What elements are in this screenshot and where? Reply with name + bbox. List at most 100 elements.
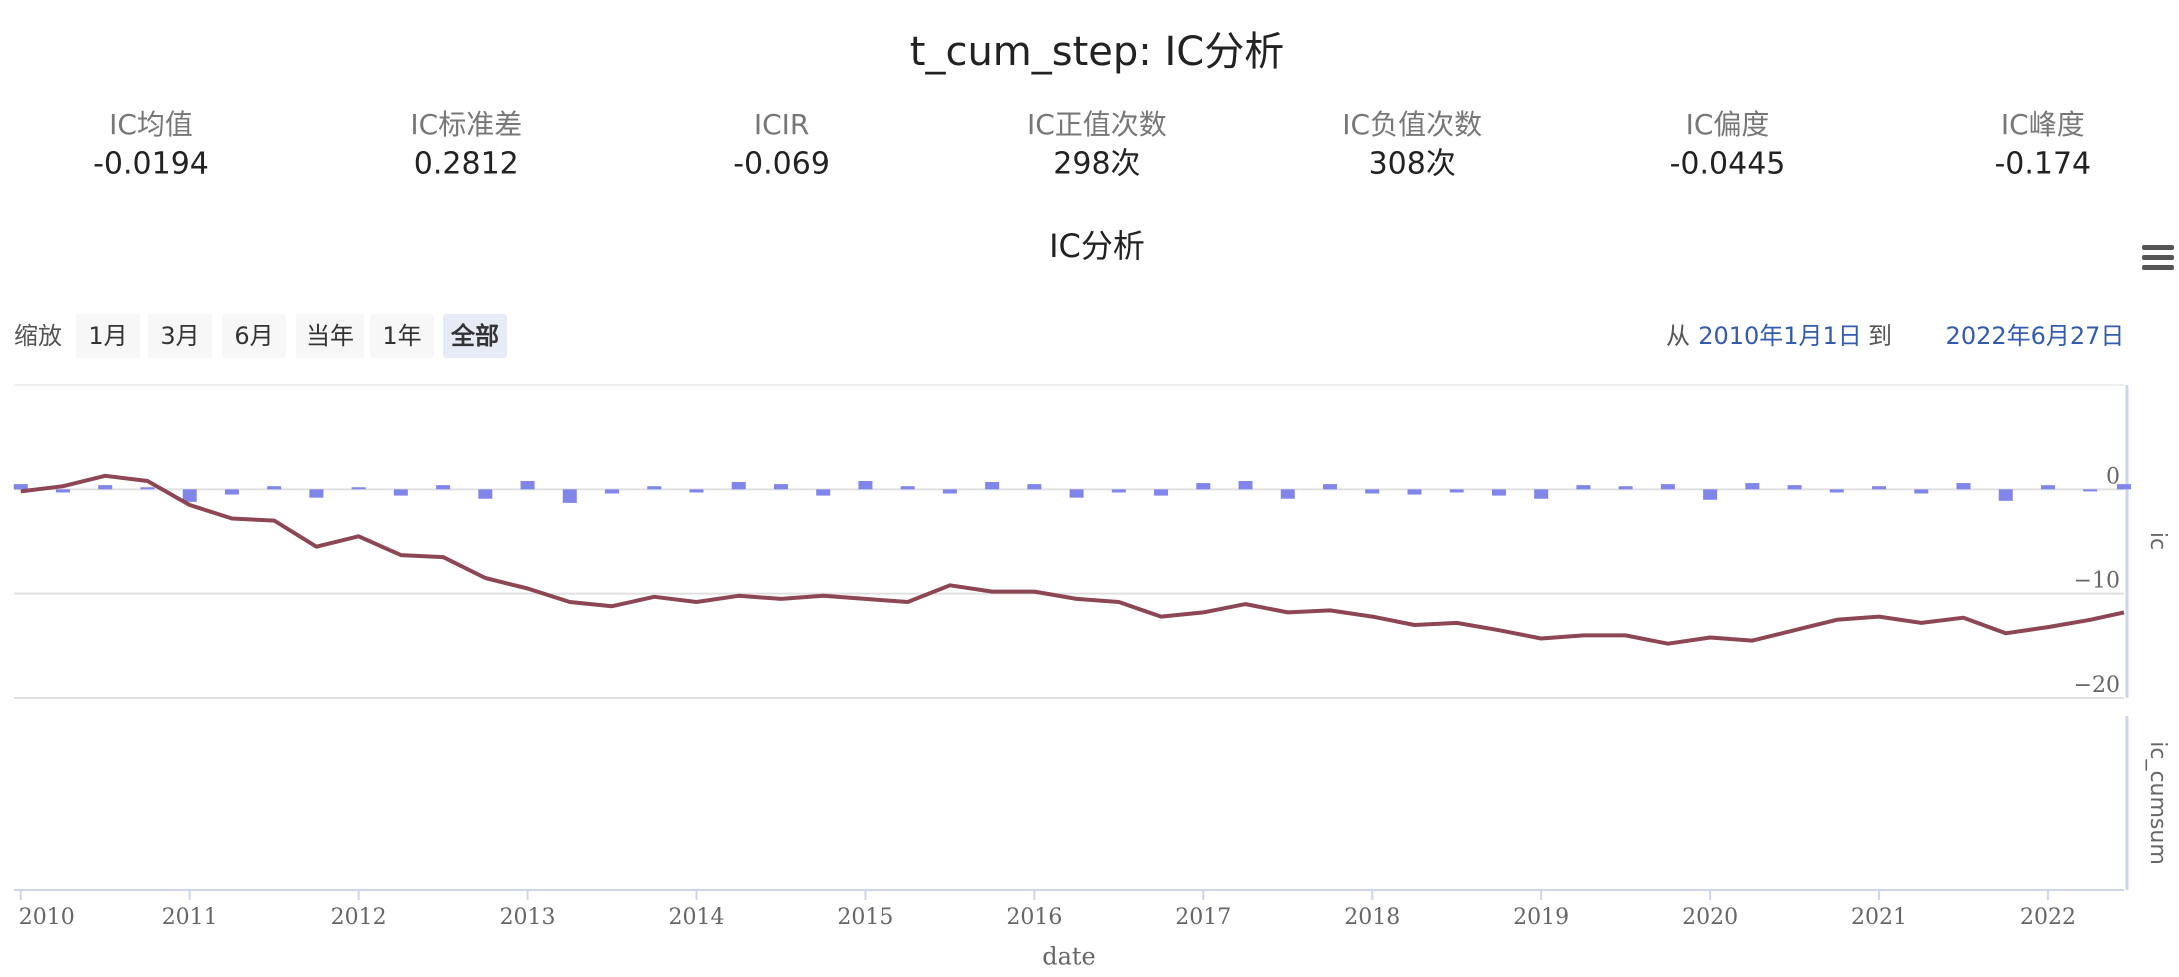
range-button[interactable] — [443, 314, 507, 358]
y-axis-title: ic — [2145, 532, 2170, 550]
range-button[interactable] — [296, 314, 364, 358]
bar — [858, 480, 873, 490]
bar — [1956, 483, 1971, 490]
x-tick-label: 2018 — [1344, 905, 1400, 930]
bar — [773, 484, 788, 490]
bar — [1365, 489, 1380, 494]
stat-value: -0.174 — [1994, 147, 2091, 182]
x-axis-title: date — [1042, 943, 1096, 971]
chart-title: IC分析 — [1049, 227, 1145, 265]
bar — [1196, 483, 1211, 490]
range-button-label[interactable]: 1月 — [88, 322, 127, 350]
bar — [1323, 484, 1338, 490]
bar — [900, 486, 915, 490]
bar — [436, 485, 451, 490]
bar — [1238, 480, 1253, 490]
x-tick-label: 2019 — [1513, 905, 1569, 930]
y-axis-title: ic_cumsum — [2145, 741, 2170, 865]
stat-label: IC偏度 — [1686, 108, 1770, 141]
x-tick-label: 2013 — [500, 905, 556, 930]
bar — [393, 489, 408, 496]
stat-value: -0.0194 — [93, 147, 209, 182]
range-button-label[interactable]: 当年 — [306, 322, 354, 350]
bar — [98, 485, 113, 490]
to-date[interactable]: 2022年6月27日 — [1946, 322, 2125, 350]
bar — [182, 489, 197, 502]
range-button[interactable] — [148, 314, 212, 358]
menu-bar — [2142, 265, 2174, 270]
bar — [351, 487, 366, 490]
bar — [1154, 489, 1169, 496]
bar — [1491, 489, 1506, 496]
bar — [605, 489, 620, 494]
range-button[interactable] — [222, 314, 286, 358]
stat-value: 0.2812 — [414, 147, 519, 182]
bar — [224, 489, 239, 495]
bar — [647, 486, 662, 490]
bar — [1914, 489, 1929, 494]
y-tick-label: −10 — [2074, 569, 2120, 594]
bar — [13, 484, 28, 490]
bar — [1027, 484, 1042, 490]
stat-label: IC正值次数 — [1027, 108, 1167, 141]
stat-value: -0.069 — [733, 147, 830, 182]
x-tick-label: 2012 — [331, 905, 387, 930]
page-title: t_cum_step: IC分析 — [910, 29, 1284, 75]
menu-icon[interactable] — [2142, 245, 2174, 270]
bar — [1111, 489, 1126, 493]
stat-label: IC负值次数 — [1342, 108, 1482, 141]
range-button[interactable] — [76, 314, 140, 358]
x-tick-label: 2017 — [1175, 905, 1231, 930]
bar — [140, 487, 155, 490]
y-tick-label: 0 — [2106, 464, 2120, 489]
bar — [1280, 489, 1295, 499]
bar — [1703, 489, 1718, 500]
bar — [985, 482, 1000, 490]
bar — [2083, 489, 2098, 492]
stat-value: 298次 — [1053, 147, 1140, 182]
y-tick-label: −20 — [2074, 673, 2120, 698]
x-tick-label: 2016 — [1006, 905, 1062, 930]
range-button-label[interactable]: 3月 — [160, 322, 199, 350]
bar — [309, 489, 324, 498]
bar — [942, 489, 957, 494]
bar — [689, 489, 704, 493]
bar — [478, 489, 493, 499]
bar — [520, 480, 535, 490]
x-tick-label: 2014 — [668, 905, 724, 930]
line — [20, 473, 2125, 646]
bar — [267, 486, 282, 490]
bar — [1069, 489, 1084, 498]
range-button-label[interactable]: 6月 — [234, 322, 273, 350]
bar — [1998, 489, 2013, 501]
range-button-label[interactable]: 1年 — [382, 322, 421, 350]
bar — [816, 489, 831, 496]
stat-label: IC标准差 — [410, 108, 522, 141]
range-buttons: 1月 3月 6月 当年 1年 全部 — [76, 314, 507, 358]
stat-value: 308次 — [1369, 147, 1456, 182]
range-button[interactable] — [370, 314, 434, 358]
stat-label: IC均值 — [109, 108, 193, 141]
zoom-label: 缩放 — [14, 322, 62, 350]
bar — [1534, 489, 1549, 499]
bar — [1407, 489, 1422, 495]
stat-label: ICIR — [754, 108, 810, 141]
bar — [2040, 485, 2055, 490]
bar — [1449, 489, 1464, 493]
stat-value: -0.0445 — [1670, 147, 1786, 182]
stat-label: IC峰度 — [2001, 108, 2085, 141]
bar — [562, 489, 577, 503]
menu-bar — [2142, 245, 2174, 250]
bar — [1872, 486, 1887, 490]
from-date[interactable]: 2010年1月1日 — [1698, 322, 1862, 350]
range-button-label[interactable]: 全部 — [450, 322, 499, 350]
x-tick-label: 2015 — [837, 905, 893, 930]
x-tick-label: 2020 — [1682, 905, 1738, 930]
bar — [1660, 484, 1675, 490]
bar — [1787, 485, 1802, 490]
bar — [2117, 484, 2131, 490]
bar — [1829, 489, 1844, 493]
menu-bar — [2142, 255, 2174, 260]
